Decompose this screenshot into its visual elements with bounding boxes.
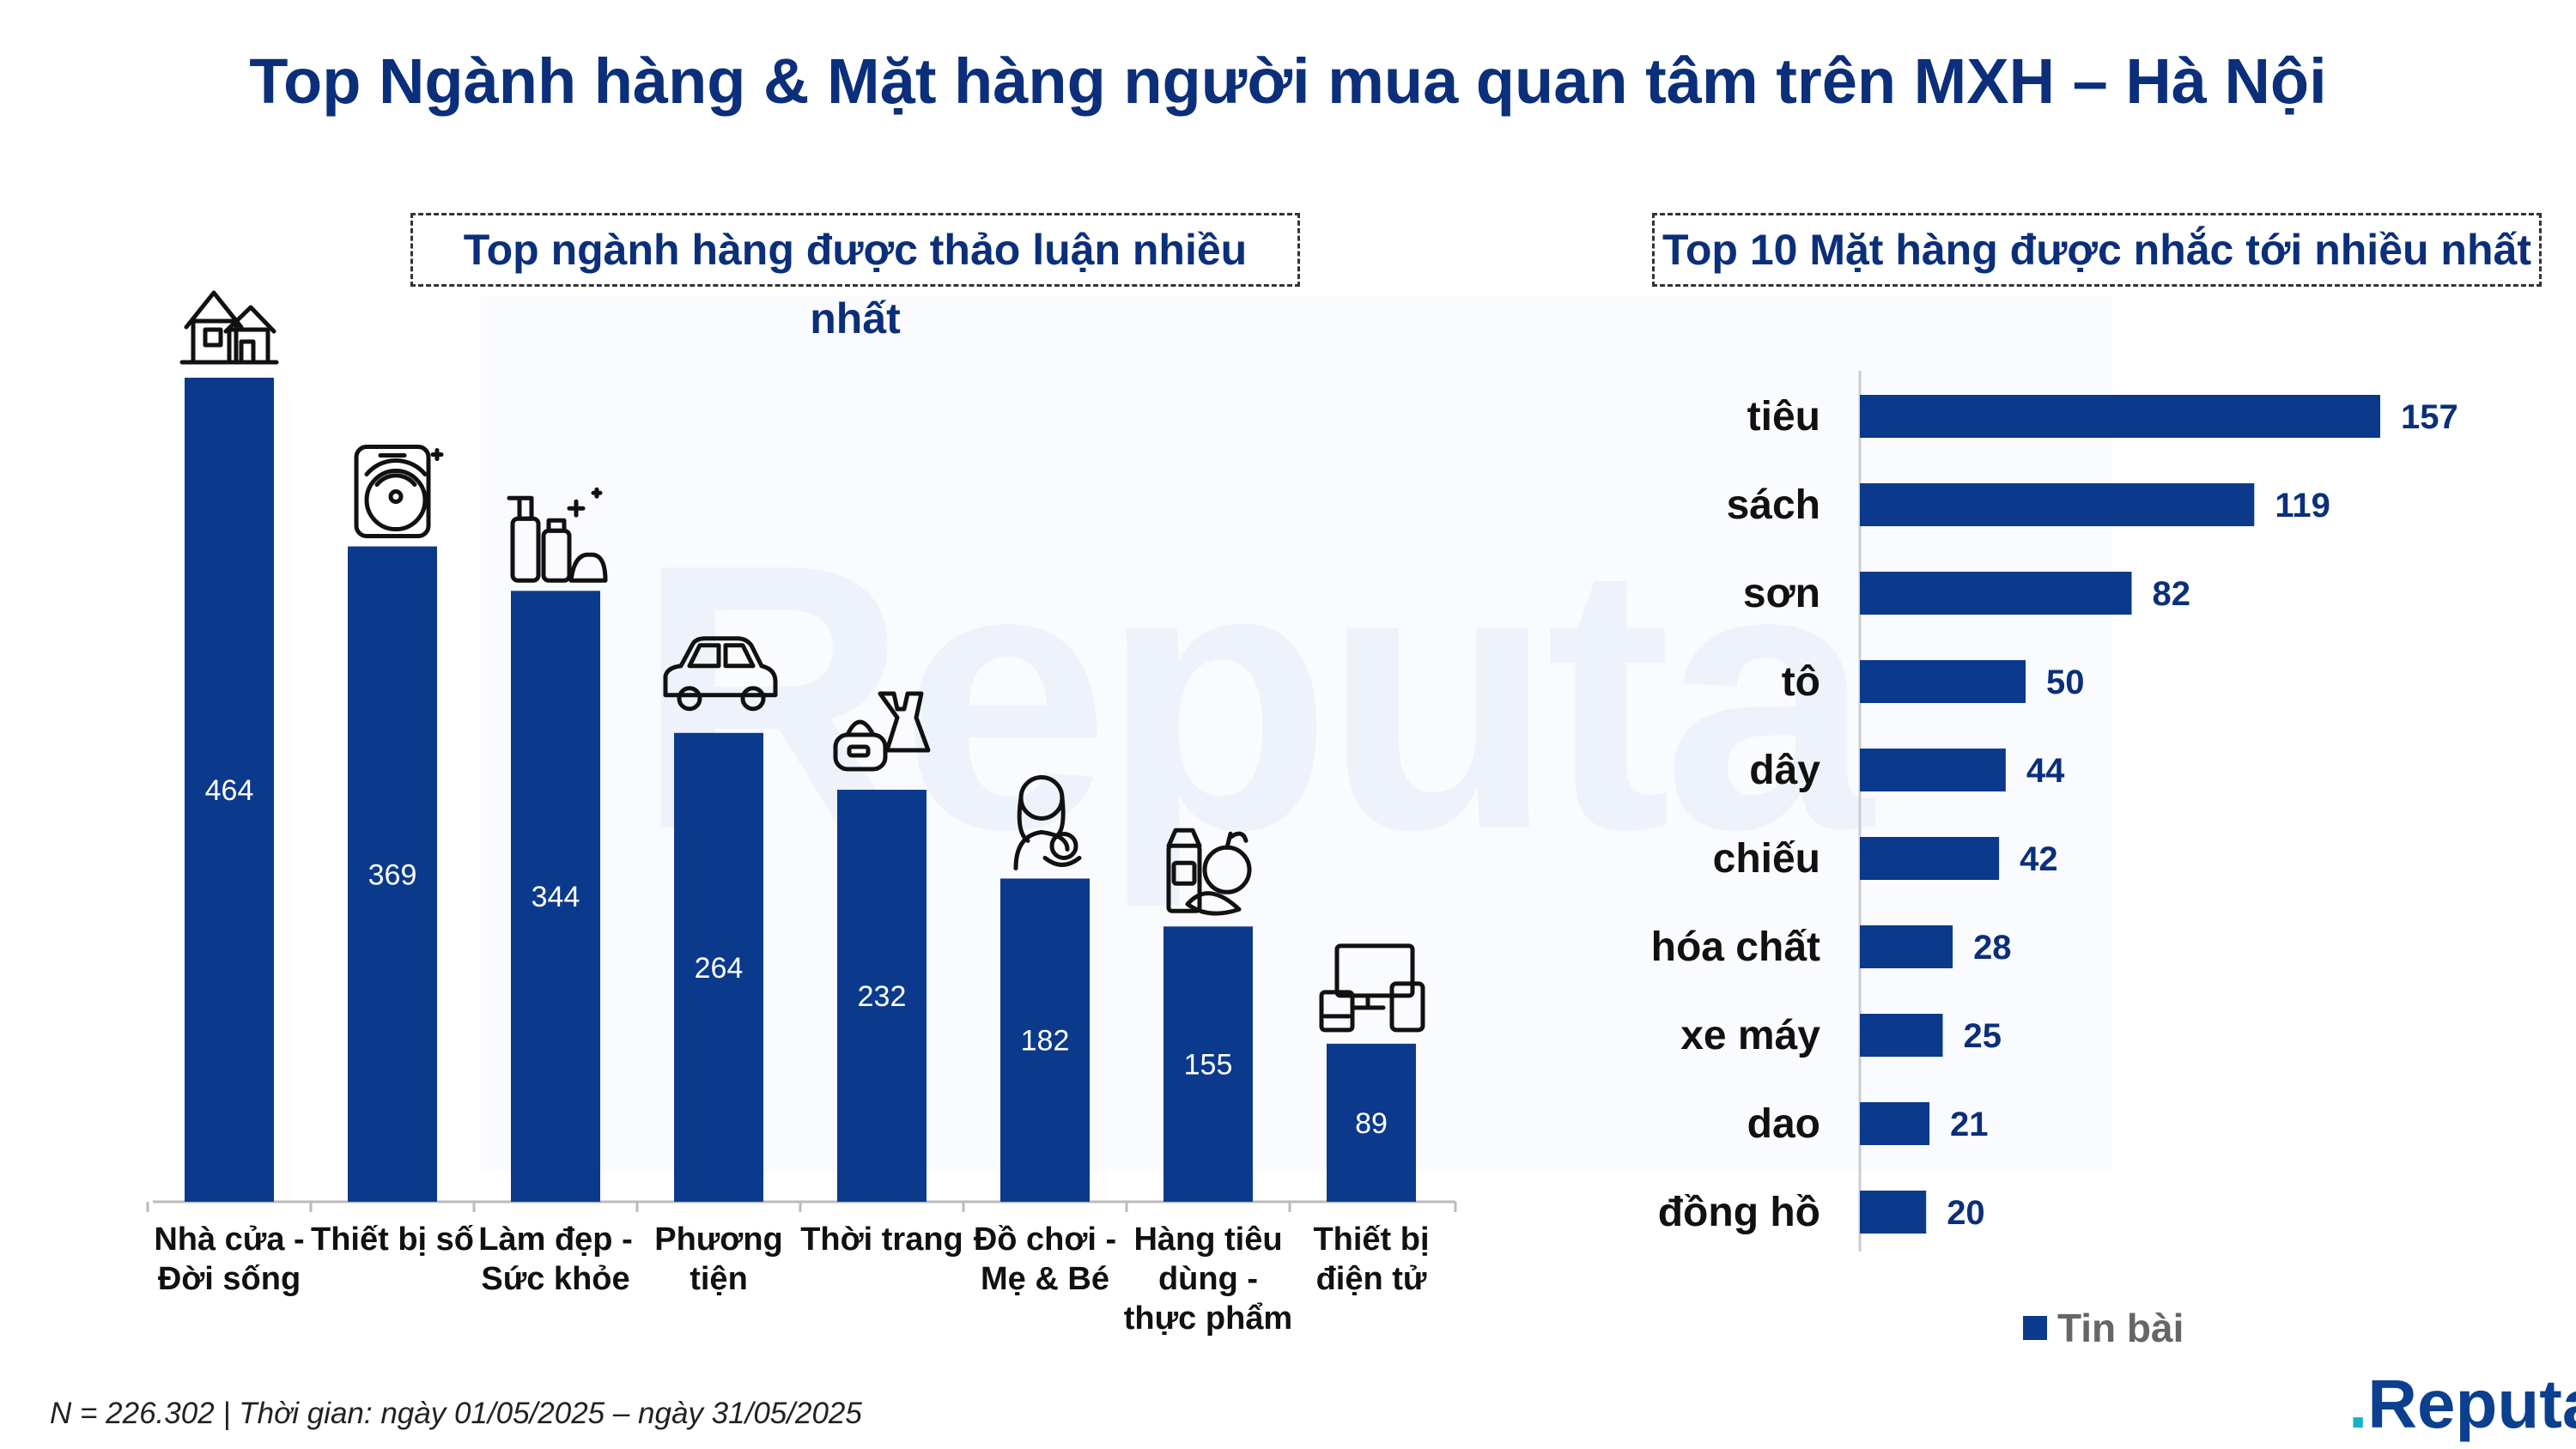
category-label: Thiết bị — [1313, 1222, 1429, 1258]
category-label: Thiết bị số — [311, 1222, 474, 1258]
category-label: sách — [1727, 482, 1820, 528]
bar — [348, 546, 437, 1202]
bar-value-label: 89 — [1355, 1107, 1388, 1140]
bar — [1860, 749, 2006, 791]
fashion-icon — [833, 691, 931, 772]
bar-value-label: 119 — [2275, 487, 2330, 524]
category-label: tiêu — [1747, 394, 1820, 440]
category-label: Nhà cửa - — [154, 1222, 304, 1258]
bar — [1860, 1014, 1943, 1057]
right-bar-chart: tiêu 157 sách 119 sơn 82 tô 50 dây 44 chiếu 42 hóa c… — [1651, 371, 2458, 1252]
bar — [837, 790, 927, 1202]
category-label: dây — [1749, 748, 1820, 793]
category-label: chiếu — [1713, 836, 1820, 882]
category-label: Mẹ & Bé — [981, 1261, 1109, 1297]
category-label: Phương — [654, 1222, 783, 1258]
category-label: Đời sống — [158, 1261, 301, 1297]
category-label: Làm đẹp - — [478, 1222, 632, 1258]
mother-baby-icon — [1013, 774, 1082, 870]
category-label: điện tử — [1316, 1261, 1427, 1297]
bar — [1860, 483, 2255, 526]
bar-value-label: 155 — [1184, 1049, 1233, 1082]
category-label: Hàng tiêu — [1133, 1222, 1282, 1258]
bar — [1000, 878, 1090, 1202]
category-label: thực phẩm — [1124, 1300, 1292, 1337]
bar — [674, 732, 763, 1202]
page-title: Top Ngành hàng & Mặt hàng người mua quan… — [249, 45, 2327, 117]
smartphone-wifi-icon — [354, 445, 444, 539]
electronics-icon — [1319, 943, 1425, 1033]
bar — [1860, 572, 2132, 615]
bar-value-label: 20 — [1947, 1194, 1985, 1232]
bar-value-label: 42 — [2020, 840, 2058, 878]
bar — [1327, 1043, 1416, 1202]
legend: Tin bài — [2023, 1305, 2184, 1351]
bar — [511, 591, 600, 1202]
bar-value-label: 25 — [1963, 1017, 2002, 1055]
bar-value-label: 464 — [205, 774, 254, 807]
house-icon — [179, 290, 279, 365]
footnote: N = 226.302 | Thời gian: ngày 01/05/2025… — [50, 1397, 862, 1430]
category-label: đồng hồ — [1658, 1190, 1820, 1235]
bar-value-label: 344 — [532, 881, 580, 913]
category-label: tiện — [690, 1261, 748, 1297]
legend-swatch — [2023, 1316, 2047, 1340]
bar-value-label: 28 — [1973, 929, 2012, 967]
category-label: sơn — [1743, 571, 1820, 616]
cosmetics-icon — [507, 487, 608, 583]
bar — [185, 378, 274, 1202]
groceries-icon — [1166, 828, 1252, 916]
bar — [1163, 926, 1253, 1202]
category-label: Sức khỏe — [481, 1261, 629, 1297]
category-label: dùng - — [1158, 1261, 1258, 1297]
bar-value-label: 182 — [1021, 1025, 1070, 1058]
legend-label: Tin bài — [2057, 1306, 2184, 1350]
left-panel-title: Top ngành hàng được thảo luận nhiều nhất — [410, 213, 1300, 343]
bar-value-label: 21 — [1950, 1106, 1989, 1143]
bar-value-label: 369 — [368, 858, 417, 891]
bar — [1860, 395, 2380, 438]
bar-value-label: 82 — [2153, 575, 2191, 613]
bar — [1860, 660, 2026, 703]
bar — [1860, 925, 1953, 968]
category-label: Đồ chơi - — [974, 1222, 1116, 1258]
category-label: tô — [1782, 659, 1820, 705]
right-panel-title: Top 10 Mặt hàng được nhắc tới nhiều nhất — [1652, 213, 2542, 287]
bar — [1860, 1191, 1927, 1234]
category-label: dao — [1747, 1101, 1820, 1147]
bar-value-label: 232 — [858, 980, 907, 1013]
category-label: hóa chất — [1651, 925, 1820, 970]
category-label: xe máy — [1680, 1013, 1820, 1058]
bar-value-label: 264 — [695, 952, 744, 985]
bar — [1860, 1102, 1930, 1145]
bar-value-label: 157 — [2401, 398, 2458, 436]
car-icon — [663, 636, 778, 712]
category-label: Thời trang — [800, 1222, 963, 1258]
reputa-logo: .Reputa — [2348, 1366, 2576, 1442]
bar — [1860, 837, 2000, 880]
bar-value-label: 50 — [2046, 664, 2085, 701]
left-bar-chart: 464 Nhà cửa -Đời sống 369 Thiết bị số 344 Làm… — [146, 290, 1457, 1337]
bar-value-label: 44 — [2026, 752, 2065, 790]
